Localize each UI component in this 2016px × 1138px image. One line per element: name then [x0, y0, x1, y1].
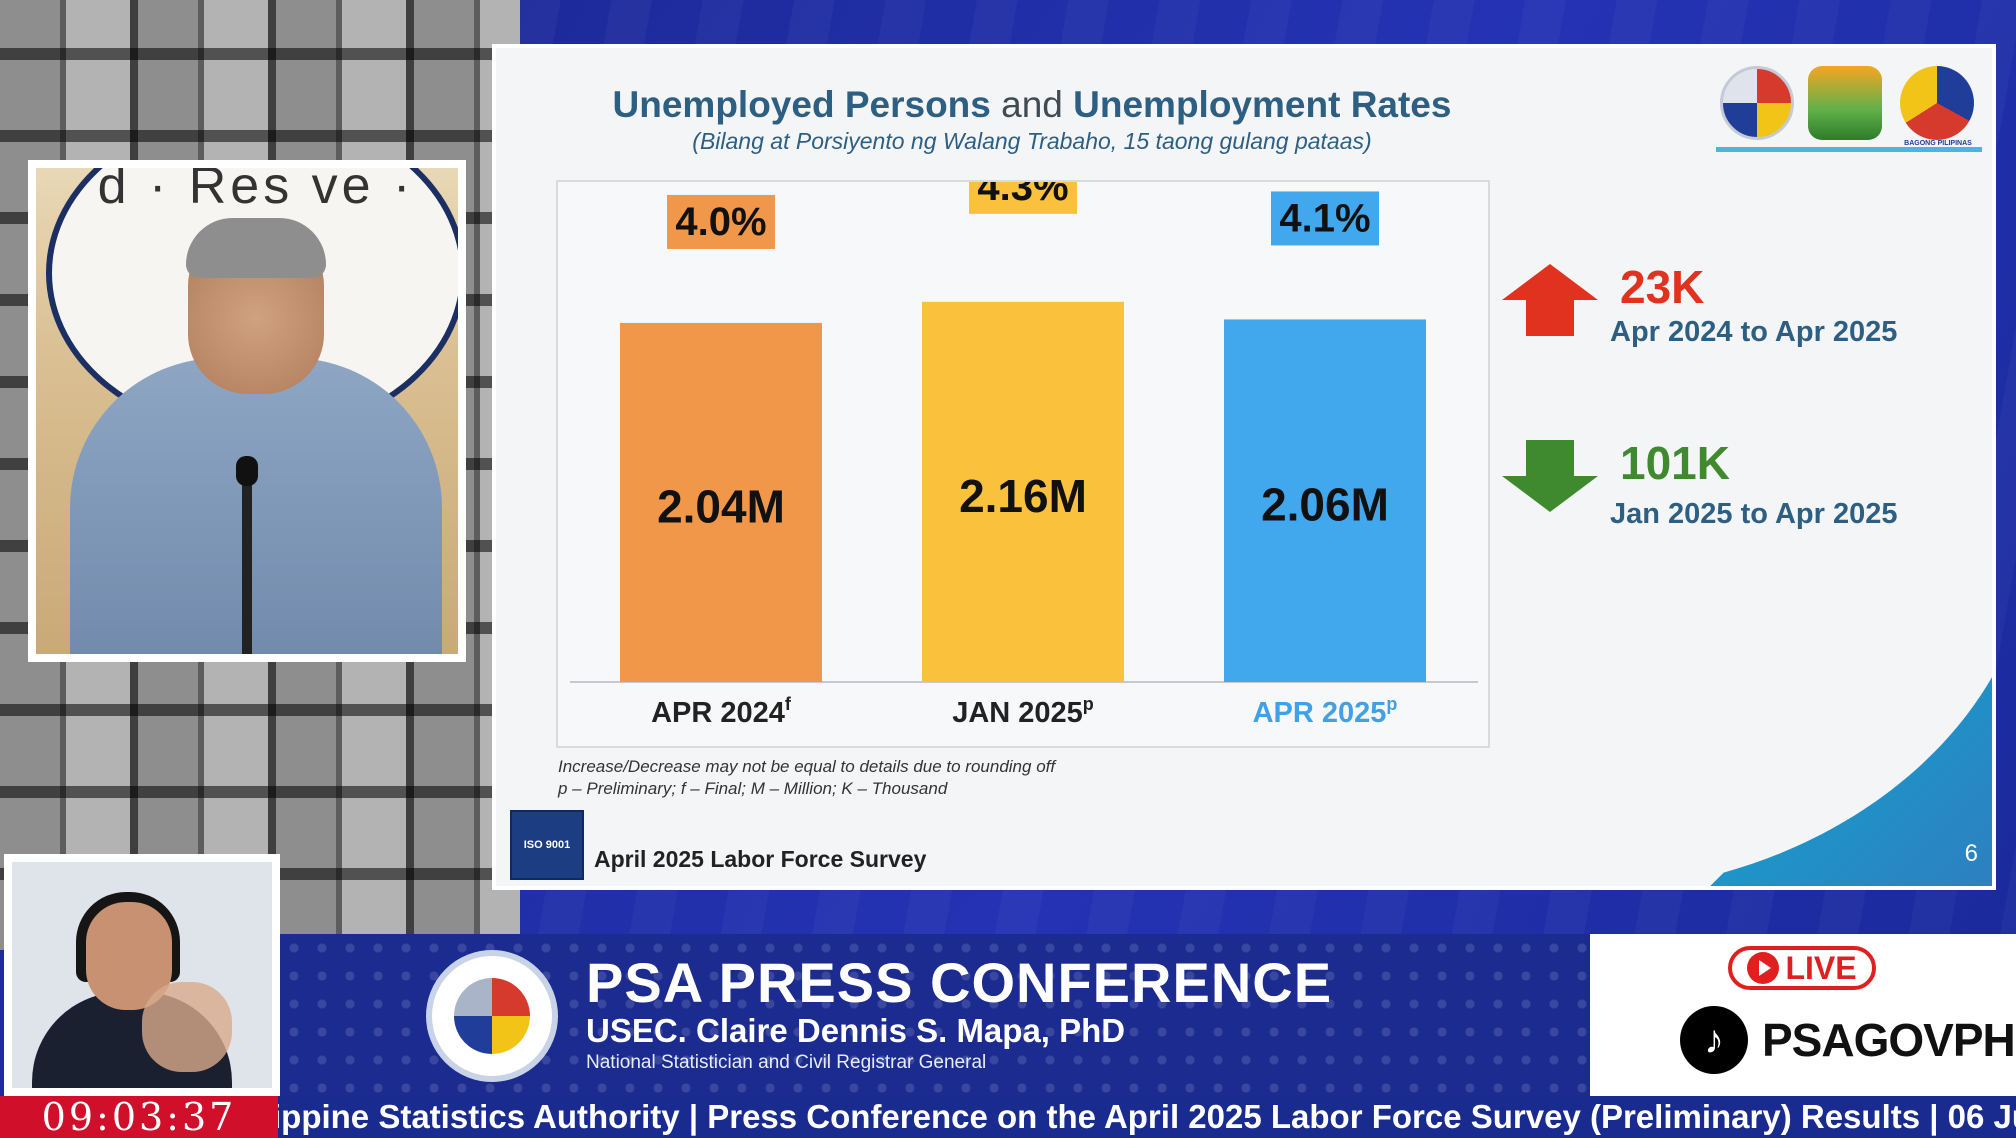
- category-label-2: JAN 2025p: [952, 694, 1094, 729]
- category-superscript-1: f: [785, 694, 792, 714]
- change-down-value: 101K: [1620, 437, 1730, 489]
- rate-badge-3: [1271, 191, 1379, 246]
- bar-value-label-1: 2.04M: [657, 480, 785, 532]
- bar-3: [1224, 319, 1426, 682]
- logo-underline: [1716, 147, 1982, 152]
- lower-third-banner: PSA PRESS CONFERENCE USEC. Claire Dennis…: [280, 934, 1590, 1096]
- title-and: and: [1001, 84, 1063, 125]
- bar-value-label-2: 2.16M: [959, 470, 1087, 522]
- psa-seal-icon: [426, 950, 558, 1082]
- bagong-pilipinas-text: BAGONG PILIPINAS: [1904, 140, 1972, 147]
- presentation-slide: Unemployed Persons and Unemployment Rate…: [492, 44, 1996, 890]
- speaker-hair: [186, 218, 326, 278]
- social-handle-row: ♪ PSAGOVPH: [1680, 1006, 2016, 1074]
- category-superscript-3: p: [1386, 694, 1397, 714]
- news-ticker: ippine Statistics Authority | Press Conf…: [278, 1096, 2016, 1138]
- speaker-name: USEC. Claire Dennis S. Mapa, PhD: [586, 1012, 1126, 1049]
- bar-chart-svg: 2.04M 4.0% APR 2024f 2.16M 4.3% JAN 2025p 2.06…: [570, 182, 1478, 729]
- bar-value-label-3: 2.06M: [1261, 479, 1389, 531]
- psa-logo-icon: [1720, 66, 1794, 140]
- bar-1: [620, 322, 822, 682]
- speaker-role: National Statistician and Civil Registra…: [586, 1052, 987, 1073]
- category-label-1: APR 2024f: [651, 694, 792, 729]
- bar-2: [922, 301, 1124, 682]
- rate-label-3: 4.1%: [1279, 196, 1370, 240]
- rate-badge-2: [969, 182, 1077, 214]
- live-badge: LIVE: [1728, 946, 1876, 990]
- survey-label: April 2025 Labor Force Survey: [594, 846, 927, 872]
- category-label-3: APR 2025p: [1253, 694, 1398, 729]
- lower-third-title: PSA PRESS CONFERENCE: [586, 951, 1333, 1014]
- rate-label-1: 4.0%: [675, 200, 766, 244]
- ticker-text: ippine Statistics Authority | Press Conf…: [278, 1098, 2016, 1135]
- iso-certification-badge: ISO 9001: [510, 810, 584, 880]
- slide-page-number: 6: [1964, 840, 1978, 867]
- sign-language-interpreter-video: [4, 854, 280, 1096]
- broadcast-clock: 09:03:37: [0, 1096, 278, 1138]
- change-up-value: 23K: [1620, 261, 1705, 313]
- category-superscript-2: p: [1083, 694, 1094, 714]
- bar-chart: 2.04M 4.0% APR 2024f 2.16M 4.3% JAN 2025p 2.06…: [556, 180, 1490, 748]
- agency-logos: BAGONG PILIPINAS: [1716, 62, 1982, 152]
- arrow-down-icon: [1502, 440, 1598, 512]
- rate-badge-1: [667, 194, 775, 249]
- microphone-icon: [236, 456, 258, 486]
- title-part2: Unemployment Rates: [1073, 84, 1452, 125]
- arrow-up-icon: [1502, 264, 1598, 336]
- bagong-pilipinas-logo-icon: [1900, 66, 1974, 140]
- change-down-period: Jan 2025 to Apr 2025: [1610, 498, 1898, 530]
- lfs-logo-icon: [1808, 66, 1882, 140]
- rate-label-2: 4.3%: [977, 182, 1068, 209]
- speaker-video: d · Res ve · Wo: [28, 160, 466, 662]
- speaker-body: [70, 358, 442, 654]
- interpreter-hand: [142, 982, 232, 1072]
- footnote-line-1: Increase/Decrease may not be equal to de…: [558, 757, 1056, 776]
- slide-corner-accent: [1636, 670, 1996, 890]
- live-panel: LIVE ♪ PSAGOVPH: [1590, 934, 2016, 1096]
- change-up-period: Apr 2024 to Apr 2025: [1610, 316, 1898, 348]
- microphone-stand: [242, 468, 252, 654]
- slide-subtitle: (Bilang at Porsiyento ng Walang Trabaho,…: [692, 128, 1372, 154]
- footnote: Increase/Decrease may not be equal to de…: [558, 756, 1055, 800]
- slide-title: Unemployed Persons and Unemployment Rate…: [582, 84, 1482, 126]
- title-part1: Unemployed Persons: [612, 84, 991, 125]
- footnote-line-2: p – Preliminary; f – Final; M – Million;…: [558, 779, 948, 798]
- play-icon: [1747, 952, 1780, 984]
- live-label: LIVE: [1785, 949, 1857, 986]
- social-handle: PSAGOVPH: [1762, 1014, 2016, 1066]
- tiktok-icon: ♪: [1680, 1006, 1748, 1074]
